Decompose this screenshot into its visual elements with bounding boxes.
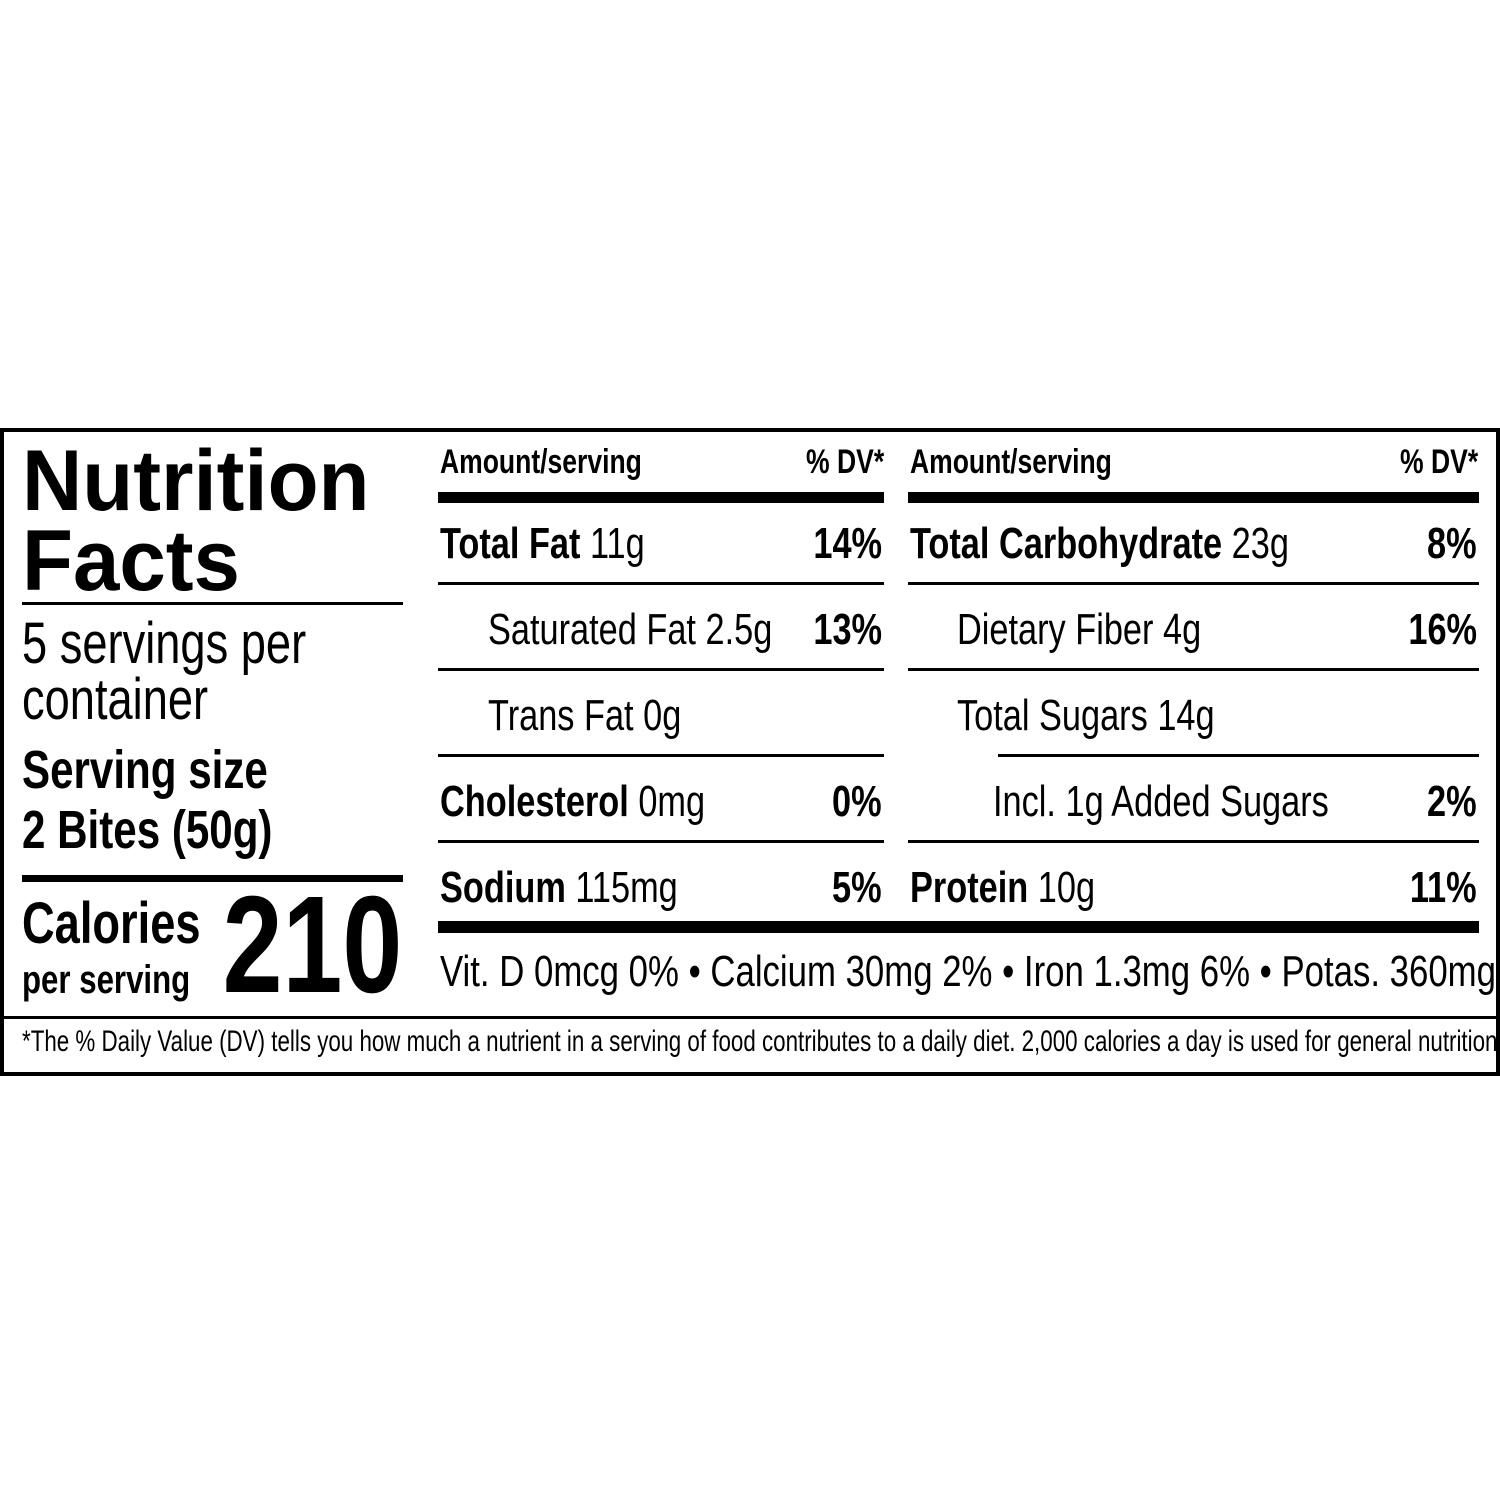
nutrient-name: Cholesterol — [440, 777, 629, 826]
divider — [908, 668, 1479, 671]
row-total-fat: Total Fat 11g 14% — [440, 514, 882, 574]
thick-divider — [438, 921, 1479, 933]
nutrient-amount: 14g — [1157, 691, 1215, 740]
header-amount: Amount/serving — [910, 443, 1112, 481]
row-protein: Protein 10g 11% — [910, 858, 1477, 918]
divider — [908, 582, 1479, 585]
header-dv: % DV* — [1399, 443, 1478, 481]
serving-size-value: 2 Bites (50g) — [22, 800, 273, 860]
header-dv: % DV* — [805, 443, 884, 481]
nutrient-dv: 5% — [832, 863, 882, 912]
nutrient-name: Total Fat — [440, 519, 581, 568]
divider — [438, 840, 884, 843]
title-nutrition: Nutrition — [22, 433, 370, 529]
nutrient-dv: 8% — [1427, 519, 1477, 568]
servings-line2: container — [22, 667, 209, 732]
row-dietary-fiber: Dietary Fiber 4g 16% — [957, 600, 1477, 660]
left-header: Amount/serving % DV* — [440, 432, 884, 492]
nutrient-amount: 11g — [589, 519, 645, 568]
divider — [22, 602, 403, 605]
micronutrients: Vit. D 0mcg 0% • Calcium 30mg 2% • Iron … — [440, 947, 1500, 996]
row-total-sugars: Total Sugars 14g — [957, 686, 1477, 746]
row-added-sugars: Incl. 1g Added Sugars 2% — [993, 772, 1477, 832]
nutrient-name: Total Carbohydrate — [910, 519, 1223, 568]
row-total-carbohydrate: Total Carbohydrate 23g 8% — [910, 514, 1477, 574]
divider — [438, 582, 884, 585]
right-header: Amount/serving % DV* — [910, 432, 1478, 492]
thick-divider — [22, 875, 403, 882]
nutrient-amount: 2.5g — [705, 605, 773, 654]
calories-value: 210 — [222, 868, 402, 1022]
row-saturated-fat: Saturated Fat 2.5g 13% — [488, 600, 882, 660]
thick-divider — [438, 492, 884, 503]
divider — [908, 840, 1479, 843]
nutrient-amount: 10g — [1037, 863, 1096, 912]
row-cholesterol: Cholesterol 0mg 0% — [440, 772, 882, 832]
divider — [998, 754, 1479, 757]
nutrient-name: Trans Fat — [488, 691, 634, 740]
servings-line1: 5 servings per — [22, 611, 307, 676]
row-trans-fat: Trans Fat 0g — [488, 686, 882, 746]
divider — [438, 754, 884, 757]
nutrient-name: Total Sugars — [957, 691, 1148, 740]
nutrient-amount: 4g — [1162, 605, 1202, 654]
nutrient-name: Sodium — [440, 863, 566, 912]
calories-sublabel: per serving — [22, 958, 191, 1002]
nutrient-name: Protein — [910, 863, 1029, 912]
calories-label: Calories — [22, 891, 201, 956]
nutrient-name: Saturated Fat — [488, 605, 696, 654]
nutrient-dv: 11% — [1410, 863, 1477, 912]
nutrient-dv: 16% — [1408, 605, 1477, 654]
serving-size-label: Serving size — [22, 740, 268, 800]
row-sodium: Sodium 115mg 5% — [440, 858, 882, 918]
nutrient-amount: 0g — [643, 691, 682, 740]
nutrient-amount: 115mg — [575, 863, 678, 912]
nutrient-dv: 2% — [1427, 777, 1477, 826]
nutrient-dv: 0% — [832, 777, 882, 826]
nutrition-facts-panel — [0, 428, 1500, 1076]
nutrient-name: Dietary Fiber — [957, 605, 1154, 654]
divider — [438, 668, 884, 671]
divider — [4, 1016, 1496, 1019]
nutrient-name: Incl. 1g Added Sugars — [993, 777, 1329, 826]
header-amount: Amount/serving — [440, 443, 642, 481]
nutrient-amount: 0mg — [638, 777, 706, 826]
nutrient-dv: 13% — [813, 605, 882, 654]
footnote: *The % Daily Value (DV) tells you how mu… — [22, 1025, 1500, 1058]
nutrient-amount: 23g — [1231, 519, 1289, 568]
title-facts: Facts — [22, 513, 240, 609]
thick-divider — [908, 492, 1479, 503]
nutrient-dv: 14% — [813, 519, 882, 568]
